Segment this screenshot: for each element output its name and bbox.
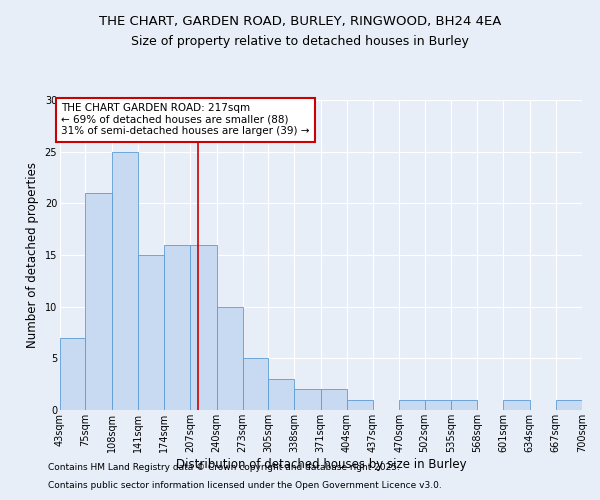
Bar	[112, 152, 138, 410]
Y-axis label: Number of detached properties: Number of detached properties	[26, 162, 39, 348]
Bar	[217, 306, 243, 410]
Bar	[295, 390, 320, 410]
Bar	[425, 400, 451, 410]
X-axis label: Distribution of detached houses by size in Burley: Distribution of detached houses by size …	[176, 458, 466, 470]
Bar	[451, 400, 477, 410]
Bar	[190, 244, 217, 410]
Bar	[320, 390, 347, 410]
Bar	[268, 379, 295, 410]
Bar	[138, 255, 164, 410]
Bar	[60, 338, 85, 410]
Bar	[556, 400, 582, 410]
Bar	[85, 193, 112, 410]
Bar	[164, 244, 190, 410]
Text: Contains HM Land Registry data © Crown copyright and database right 2025.: Contains HM Land Registry data © Crown c…	[48, 464, 400, 472]
Bar	[399, 400, 425, 410]
Text: Size of property relative to detached houses in Burley: Size of property relative to detached ho…	[131, 35, 469, 48]
Text: Contains public sector information licensed under the Open Government Licence v3: Contains public sector information licen…	[48, 481, 442, 490]
Text: THE CHART, GARDEN ROAD, BURLEY, RINGWOOD, BH24 4EA: THE CHART, GARDEN ROAD, BURLEY, RINGWOOD…	[99, 15, 501, 28]
Bar	[243, 358, 268, 410]
Text: THE CHART GARDEN ROAD: 217sqm
← 69% of detached houses are smaller (88)
31% of s: THE CHART GARDEN ROAD: 217sqm ← 69% of d…	[61, 103, 309, 136]
Bar	[347, 400, 373, 410]
Bar	[503, 400, 530, 410]
